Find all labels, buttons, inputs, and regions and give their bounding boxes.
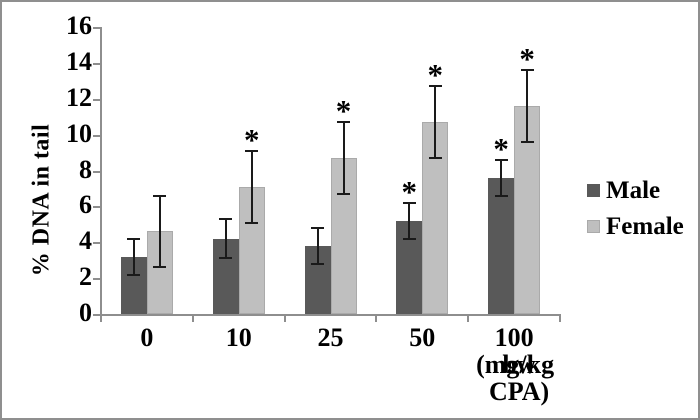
error-bar-cap-top [337,121,350,124]
y-tick-label: 8 [79,154,92,184]
y-axis-tick [93,314,101,316]
legend-item-male: Male [587,178,684,203]
error-bar-cap-top [311,226,324,229]
error-bar-cap-top [520,69,534,72]
y-axis-tick [93,242,101,245]
error-bar-cap-bottom [219,257,233,260]
y-axis-tick [93,278,101,281]
y-axis-tick [93,170,101,173]
error-bar-line [342,122,345,194]
x-tick-label: 100 (mg/kg bw CPA) [466,324,562,405]
error-bar-cap-bottom [428,156,442,159]
x-axis-tick [191,314,194,322]
error-bar-cap-top [494,158,508,161]
error-bar-line [224,218,227,259]
legend-swatch-male [587,184,600,197]
x-axis-tick [375,314,378,322]
legend: Male Female [587,178,684,239]
y-tick-label: 14 [66,46,92,76]
x-axis-tick [559,314,561,322]
error-bar-line [408,202,411,239]
y-axis-tick [93,27,101,29]
y-axis-tick [93,134,101,137]
y-tick-label: 6 [79,190,92,220]
error-bar-cap-bottom [153,266,167,269]
error-bar-cap-top [153,194,167,197]
error-bar-cap-top [428,85,442,88]
error-bar-cap-bottom [245,221,259,224]
y-tick-label: 12 [66,82,92,112]
error-bar-cap-top [127,237,141,240]
error-bar-cap-top [402,201,416,204]
x-axis-tick [467,314,470,322]
legend-label-male: Male [606,177,661,204]
y-axis-tick [93,62,101,65]
bar-male-100 [488,177,515,314]
significance-asterisk: * [493,130,509,166]
error-bar-cap-top [219,217,233,220]
x-tick-label: 10 [225,323,252,352]
y-axis-line [100,27,102,316]
x-tick-label: 0 [140,323,154,352]
x-axis-tick [100,314,102,322]
error-bar-cap-bottom [337,192,350,195]
significance-asterisk: * [519,41,535,77]
y-axis-tick [93,206,101,209]
legend-swatch-female [587,220,600,233]
x-axis-unit-line: (mg/kg [476,350,555,379]
y-tick-label: 10 [66,118,92,148]
error-bar-line [500,159,503,196]
error-bar-line [132,238,135,275]
y-tick-label: 0 [79,298,92,327]
legend-label-female: Female [606,213,684,240]
y-tick-label: 16 [66,11,92,40]
error-bar-cap-bottom [127,273,141,276]
x-axis-tick [283,314,286,322]
error-bar-line [434,86,437,158]
error-bar-cap-top [245,149,259,152]
x-tick-label: 25 [317,323,344,352]
error-bar-line [158,195,161,268]
error-bar-line [250,150,253,223]
significance-asterisk: * [335,93,352,129]
error-bar-cap-bottom [402,237,416,240]
error-bar-line [526,70,529,142]
error-bar-cap-bottom [311,262,324,265]
significance-asterisk: * [243,121,260,157]
x-tick-label: 50 [409,323,436,352]
x-axis-line [100,314,561,316]
error-bar-line [316,227,319,264]
x-axis-unit-line: bw CPA) [489,350,550,406]
y-tick-label: 2 [79,262,92,292]
legend-item-female: Female [587,214,684,239]
significance-asterisk: * [401,173,418,209]
y-tick-label: 4 [79,226,92,256]
error-bar-cap-bottom [520,140,534,143]
significance-asterisk: * [427,57,444,93]
error-bar-cap-bottom [494,194,508,197]
y-axis-tick [93,98,101,101]
